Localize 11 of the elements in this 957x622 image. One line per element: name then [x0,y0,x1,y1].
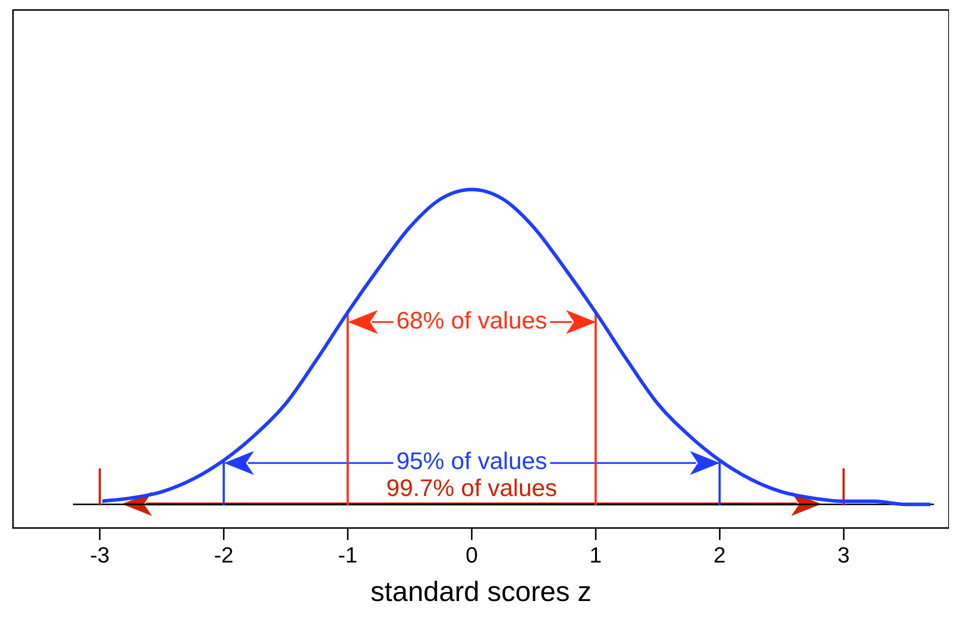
annotation: 68% of values [396,308,548,335]
x-axis-title: standard scores z [370,576,592,607]
x-tick-label: -1 [338,542,358,568]
x-tick-label: -2 [214,542,234,568]
x-tick-label: 2 [714,542,726,568]
annotation: 95% of values [396,448,548,476]
x-tick-label: -3 [90,542,110,568]
annotation: 99.7% of values [386,475,558,502]
x-tick-label: 1 [590,542,602,568]
x-tick-label: 0 [466,542,478,568]
x-tick-label: 3 [837,542,850,568]
